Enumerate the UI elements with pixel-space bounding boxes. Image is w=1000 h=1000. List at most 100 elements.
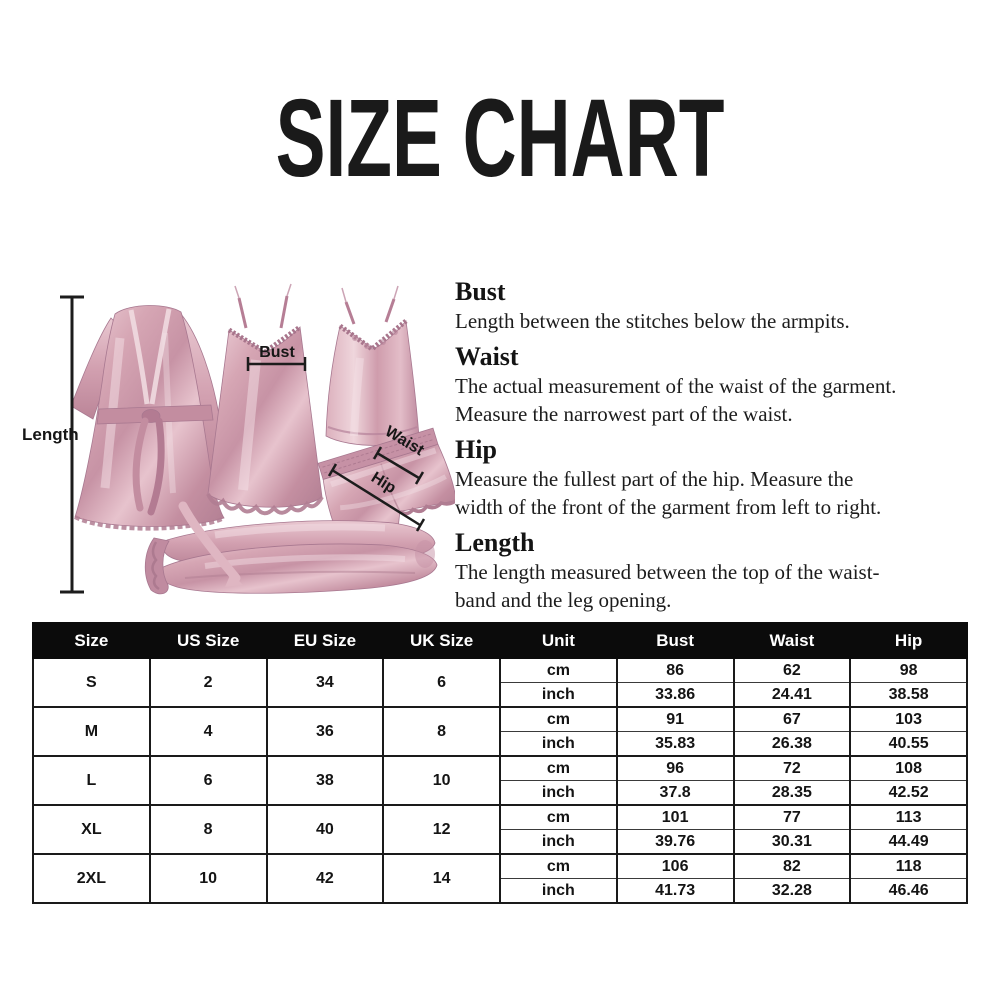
pants-graphic (144, 501, 438, 595)
waist-inch-cell: 26.38 (732, 731, 852, 757)
bust-cm-cell: 86 (615, 657, 735, 683)
hip-inch-cell: 38.58 (849, 682, 968, 708)
size-cell: M (32, 706, 151, 757)
bust-cm-cell: 91 (615, 706, 735, 732)
eu-size-cell: 38 (265, 755, 385, 806)
definition-line: Measure the narrowest part of the waist. (455, 402, 793, 426)
us-size-cell: 6 (148, 755, 268, 806)
us-size-cell: 4 (148, 706, 268, 757)
hip-inch-cell: 40.55 (849, 731, 968, 757)
bust-inch-cell: 41.73 (615, 878, 735, 904)
uk-size-cell: 8 (382, 706, 501, 757)
row-L-cm: L 6 38 10 cm 96 72 108 (32, 755, 968, 806)
column-header-bust: Bust (615, 622, 735, 659)
waist-inch-cell: 24.41 (732, 682, 852, 708)
bust-cm-cell: 106 (615, 853, 735, 879)
size-chart-table: Size US Size EU Size UK Size Unit Bust W… (32, 622, 968, 904)
row-M-cm: M 4 36 8 cm 91 67 103 (32, 706, 968, 757)
waist-cm-cell: 67 (732, 706, 852, 732)
definition-line: width of the front of the garment from l… (455, 495, 882, 519)
row-S-cm: S 2 34 6 cm 86 62 98 (32, 657, 968, 708)
waist-measure-line (372, 446, 425, 485)
row-L-inch: inch 37.8 28.35 42.52 (33, 780, 968, 806)
hip-cm-cell: 108 (849, 755, 968, 781)
definition-line: Measure the fullest part of the hip. Mea… (455, 467, 854, 491)
column-header-us: US Size (148, 622, 268, 659)
uk-size-cell: 12 (382, 804, 501, 855)
eu-size-cell: 34 (265, 657, 385, 708)
hip-cm-cell: 118 (849, 853, 968, 879)
definition-term: Length (455, 528, 535, 557)
definition-line: Length between the stitches below the ar… (455, 309, 850, 333)
definition-hip: Hip Measure the fullest part of the hip.… (455, 435, 975, 521)
column-header-uk: UK Size (382, 622, 501, 659)
definition-length: Length The length measured between the t… (455, 528, 975, 614)
eu-size-cell: 40 (265, 804, 385, 855)
bust-measure-line (246, 357, 307, 371)
unit-cell: cm (499, 706, 618, 732)
bust-cm-cell: 101 (615, 804, 735, 830)
definition-term: Waist (455, 342, 519, 371)
uk-size-cell: 6 (382, 657, 501, 708)
definition-waist: Waist The actual measurement of the wais… (455, 342, 975, 428)
page-title: SIZE CHART (275, 77, 725, 200)
size-cell: L (32, 755, 151, 806)
unit-cell: cm (499, 804, 618, 830)
waist-inch-cell: 32.28 (732, 878, 852, 904)
length-measure-line (60, 295, 84, 594)
row-XL-inch: inch 39.76 30.31 44.49 (33, 829, 968, 855)
nightgown-graphic (206, 283, 324, 516)
length-label: Length (22, 425, 79, 444)
bust-inch-cell: 39.76 (615, 829, 735, 855)
column-header-hip: Hip (849, 622, 968, 659)
hip-cm-cell: 113 (849, 804, 968, 830)
unit-cell: inch (499, 731, 618, 757)
unit-cell: inch (499, 829, 618, 855)
waist-inch-cell: 30.31 (732, 829, 852, 855)
waist-cm-cell: 82 (732, 853, 852, 879)
unit-cell: cm (499, 657, 618, 683)
size-cell: S (32, 657, 151, 708)
waist-cm-cell: 72 (732, 755, 852, 781)
bust-inch-cell: 37.8 (615, 780, 735, 806)
column-header-size: Size (32, 622, 151, 659)
hip-inch-cell: 42.52 (849, 780, 968, 806)
garment-illustration: Length Bust Waist Hip (22, 283, 455, 595)
hip-cm-cell: 103 (849, 706, 968, 732)
unit-cell: inch (499, 682, 618, 708)
definition-line: band and the leg opening. (455, 588, 672, 612)
hip-inch-cell: 44.49 (849, 829, 968, 855)
definition-term: Hip (455, 435, 497, 464)
definition-bust: Bust Length between the stitches below t… (455, 277, 975, 335)
waist-cm-cell: 62 (732, 657, 852, 683)
hip-measure-line (327, 463, 426, 532)
hip-cm-cell: 98 (849, 657, 968, 683)
robe-graphic (70, 305, 225, 531)
size-cell: XL (32, 804, 151, 855)
bust-inch-cell: 33.86 (615, 682, 735, 708)
definition-line: The length measured between the top of t… (455, 560, 880, 584)
us-size-cell: 2 (148, 657, 268, 708)
hip-inch-cell: 46.46 (849, 878, 968, 904)
us-size-cell: 8 (148, 804, 268, 855)
cami-top-graphic (325, 285, 420, 446)
table-header-row: Size US Size EU Size UK Size Unit Bust W… (32, 622, 968, 659)
bust-inch-cell: 35.83 (615, 731, 735, 757)
row-2XL-inch: inch 41.73 32.28 46.46 (33, 878, 968, 904)
unit-cell: cm (499, 853, 618, 879)
row-XL-cm: XL 8 40 12 cm 101 77 113 (32, 804, 968, 855)
size-cell: 2XL (32, 853, 151, 904)
waist-inch-cell: 28.35 (732, 780, 852, 806)
us-size-cell: 10 (148, 853, 268, 904)
column-header-waist: Waist (732, 622, 852, 659)
definition-term: Bust (455, 277, 506, 306)
uk-size-cell: 10 (382, 755, 501, 806)
eu-size-cell: 42 (265, 853, 385, 904)
definitions-list: Bust Length between the stitches below t… (455, 277, 975, 614)
uk-size-cell: 14 (382, 853, 501, 904)
unit-cell: inch (499, 780, 618, 806)
waist-cm-cell: 77 (732, 804, 852, 830)
unit-cell: inch (499, 878, 618, 904)
row-2XL-cm: 2XL 10 42 14 cm 106 82 118 (32, 853, 968, 904)
